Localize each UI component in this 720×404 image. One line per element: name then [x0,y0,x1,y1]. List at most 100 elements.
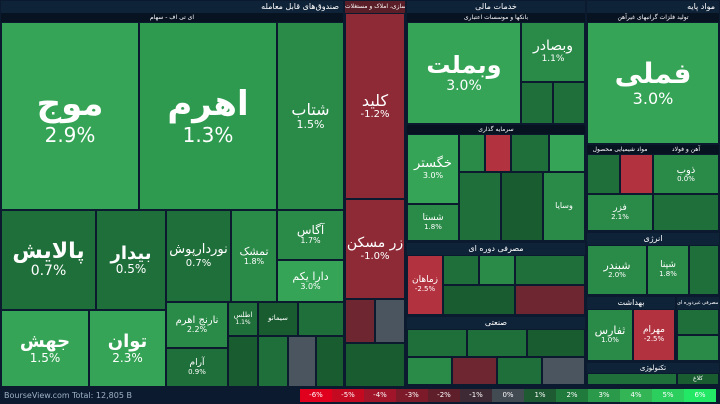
tile-darayekom[interactable]: دارا یکم 3.0% [277,260,344,302]
tile-small-15[interactable] [459,172,501,241]
tile-vasaya[interactable]: وسایا [543,172,585,241]
tile-zob[interactable]: ذوب 0.0% [653,154,719,194]
tile-small-30[interactable] [452,357,497,385]
tile-tavan[interactable]: توان 2.3% [89,310,166,386]
tile-small-25[interactable] [515,285,585,315]
sector-real-estate[interactable]: انبوه سازی، املاک و مستغلات کلید -1.2% ز… [344,0,406,386]
tile-small-22[interactable] [479,255,515,285]
tile-zarmask[interactable]: زر مسکن -1.0% [345,199,405,299]
sector-basic-metals[interactable]: مواد پایه تولید فلزات گرانبهای غیرآهن فم… [586,0,720,232]
tile-bidar[interactable]: بیدار 0.5% [96,210,166,310]
sector-other-title: مصرفی غیردوره ای [677,297,719,309]
tile-small-18[interactable] [620,154,653,194]
sector-funds[interactable]: صندوق‌های قابل معامله ای تی اف - سهام مو… [0,0,344,386]
tile-kelid[interactable]: کلید -1.2% [345,13,405,199]
tile-small-3[interactable] [258,336,288,386]
tile-small-16[interactable] [501,172,543,241]
legend-swatch: -1% [460,389,492,402]
tile-atlas[interactable]: اطلس 1.1% [228,302,258,336]
tile-naranj[interactable]: نارنج اهرم 2.2% [166,302,228,348]
tile-tefaras[interactable]: ثفارس 1.0% [587,309,633,361]
sector-chem-sub: مواد شیمیایی محصول [587,145,653,154]
tile-small-9[interactable] [521,82,553,124]
tile-pct: 3.0% [446,77,482,94]
tile-small-27[interactable] [467,329,527,357]
tile-fezar[interactable]: فزر 2.1% [587,194,653,231]
tile-small-23[interactable] [515,255,585,285]
tile-name: توان [107,331,148,352]
tile-name: خگستر [414,156,452,172]
tile-pct: 0.7% [30,263,67,280]
tile-shetab[interactable]: شتاب 1.5% [277,22,344,210]
legend-swatch: -4% [364,389,396,402]
sector-consumer[interactable]: مصرفی دوره ای زماهان -2.5% [406,242,586,316]
tile-small-24[interactable] [443,285,515,315]
tile-famli[interactable]: فملی 3.0% [587,22,719,144]
tile-name: شبندر [603,259,631,273]
tile-small-20[interactable] [689,245,719,295]
tile-small-13[interactable] [511,134,549,172]
sector-financial[interactable]: خدمات مالی بانکها و موسسات اعتباری وبملت… [406,0,586,242]
tile-vebsader[interactable]: وبصادر 1.1% [521,22,585,82]
tile-name: بیدار [110,242,152,264]
sector-health[interactable]: بهداشت ثفارس 1.0% مهرام -2.5% [586,296,676,362]
tile-small-12[interactable] [485,134,511,172]
tile-pct: 2.0% [608,271,626,280]
tile-pct: 1.0% [601,336,619,345]
tile-shebandar[interactable]: شبندر 2.0% [587,245,647,295]
tile-small-35[interactable] [587,373,677,385]
tile-agas[interactable]: آگاس 1.7% [277,210,344,260]
tile-small-2[interactable] [228,336,258,386]
tile-vebmelat[interactable]: وبملت 3.0% [407,22,521,124]
sector-other[interactable]: مصرفی غیردوره ای [676,296,720,362]
tile-small-8[interactable] [345,343,405,386]
tile-jahesh[interactable]: جهش 1.5% [1,310,89,386]
tile-palaish[interactable]: پالایش 0.7% [1,210,96,310]
sector-funds-title: صندوق‌های قابل معامله [1,1,343,13]
tile-ahrom[interactable]: اهرم 1.3% [139,22,277,210]
tile-kalagh[interactable]: کلاغ [677,373,719,385]
legend-swatch: 3% [588,389,620,402]
tile-pct: 1.8% [424,222,442,231]
tile-small-29[interactable] [407,357,452,385]
tile-mehrram[interactable]: مهرام -2.5% [633,309,675,361]
tile-shastan[interactable]: شستا 1.8% [407,204,459,241]
tile-small-26[interactable] [407,329,467,357]
sector-tech[interactable]: تکنولوژی کلاغ [586,362,720,386]
tile-small-31[interactable] [497,357,542,385]
tile-name: نوردارپوش [169,242,228,258]
footer: BourseView.com Total: 12,805 B -6% -5% -4%… [0,387,720,404]
tile-small-21[interactable] [443,255,479,285]
tile-small-19[interactable] [653,194,719,231]
tile-pct: 1.1% [235,318,251,326]
tile-khegestar[interactable]: خگستر 3.0% [407,134,459,204]
tile-tomask[interactable]: تمشک 1.8% [231,210,277,302]
tile-name: وبملت [426,51,502,80]
sector-energy[interactable]: انرژی شبندر 2.0% شپنا 1.8% [586,232,720,296]
tile-small-10[interactable] [553,82,585,124]
tile-small-14[interactable] [549,134,585,172]
tile-shepna[interactable]: شپنا 1.8% [647,245,689,295]
legend-swatch: -5% [332,389,364,402]
tile-small-5[interactable] [316,336,344,386]
tile-small-1[interactable] [298,302,344,336]
tile-aram[interactable]: آرام 0.9% [166,348,228,386]
tile-small-11[interactable] [459,134,485,172]
tile-name: ذوب [676,164,696,176]
tile-small-4[interactable] [288,336,316,386]
tile-small-17[interactable] [587,154,620,194]
legend-swatch: -3% [396,389,428,402]
tile-small-28[interactable] [527,329,585,357]
brand-label[interactable]: BourseView.com [4,391,70,400]
tile-nvardaryosh[interactable]: نوردارپوش 0.7% [166,210,231,302]
tile-pct: 1.8% [659,270,677,279]
tile-small-34[interactable] [677,335,719,361]
tile-small-32[interactable] [542,357,585,385]
tile-zamahan[interactable]: زماهان -2.5% [407,255,443,315]
sector-industrial[interactable]: صنعتی [406,316,586,386]
tile-mouj[interactable]: موج 2.9% [1,22,139,210]
tile-sima[interactable]: سیماتو [258,302,298,336]
tile-small-6[interactable] [345,299,375,343]
tile-small-7[interactable] [375,299,405,343]
tile-small-33[interactable] [677,309,719,335]
